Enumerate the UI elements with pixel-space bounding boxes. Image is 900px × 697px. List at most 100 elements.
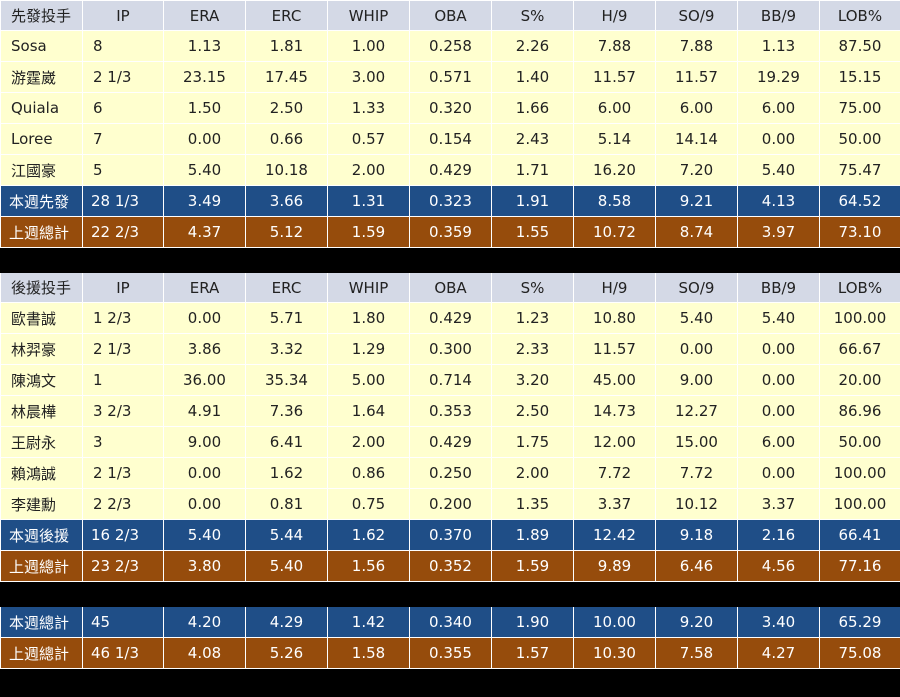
oba-cell: 0.429: [409, 302, 492, 334]
lob-pct-cell: 15.15: [819, 61, 900, 93]
ip-cell: 7: [82, 123, 164, 155]
whip-cell: 1.00: [327, 30, 410, 62]
relievers-last-week-row: 上週總計 23 2/3 3.80 5.40 1.56 0.352 1.59 9.89 6.46 4…: [0, 550, 900, 582]
reliever-row: 林羿豪 2 1/3 3.86 3.32 1.29 0.300 2.33 11.57 0.00 0.…: [0, 333, 900, 365]
erc-cell: 10.18: [245, 154, 328, 186]
s-pct-cell: 1.55: [491, 216, 574, 248]
starter-row: Loree 7 0.00 0.66 0.57 0.154 2.43 5.14 14.14 0.00…: [0, 123, 900, 155]
h9-cell: 6.00: [573, 92, 656, 124]
s-pct-cell: 2.43: [491, 123, 574, 155]
s-pct-cell: 1.66: [491, 92, 574, 124]
bb9-cell: 1.13: [737, 30, 820, 62]
s-pct-cell: 1.71: [491, 154, 574, 186]
bb9-cell: 0.00: [737, 457, 820, 489]
s-pct-cell: 1.75: [491, 426, 574, 458]
s-pct-cell: 1.90: [491, 606, 574, 638]
starters-last-week-row: 上週總計 22 2/3 4.37 5.12 1.59 0.359 1.55 10.72 8.74…: [0, 216, 900, 248]
era-cell: 0.00: [163, 457, 246, 489]
lob-pct-cell: 50.00: [819, 426, 900, 458]
column-header-bb9: BB/9: [737, 272, 820, 303]
totals-this-week-row: 本週總計 45 4.20 4.29 1.42 0.340 1.90 10.00 9.20 3.40…: [0, 606, 900, 638]
pitcher-name-cell: 上週總計: [0, 637, 83, 669]
era-cell: 4.08: [163, 637, 246, 669]
lob-pct-cell: 75.00: [819, 92, 900, 124]
h9-cell: 12.00: [573, 426, 656, 458]
lob-pct-cell: 77.16: [819, 550, 900, 582]
erc-cell: 1.81: [245, 30, 328, 62]
erc-cell: 5.12: [245, 216, 328, 248]
reliever-row: 林晨樺 3 2/3 4.91 7.36 1.64 0.353 2.50 14.73 12.27 0…: [0, 395, 900, 427]
ip-cell: 2 1/3: [82, 457, 164, 489]
h9-cell: 10.30: [573, 637, 656, 669]
pitcher-name-cell: 陳鴻文: [0, 364, 83, 396]
reliever-row: 陳鴻文 1 36.00 35.34 5.00 0.714 3.20 45.00 9.00 0.00…: [0, 364, 900, 396]
oba-cell: 0.154: [409, 123, 492, 155]
era-cell: 3.86: [163, 333, 246, 365]
s-pct-cell: 1.57: [491, 637, 574, 669]
erc-cell: 6.41: [245, 426, 328, 458]
era-cell: 36.00: [163, 364, 246, 396]
pitcher-name-cell: Sosa: [0, 30, 83, 62]
pitcher-name-cell: 賴鴻誠: [0, 457, 83, 489]
starter-row: 游霆崴 2 1/3 23.15 17.45 3.00 0.571 1.40 11.57 11.5…: [0, 61, 900, 93]
lob-pct-cell: 66.67: [819, 333, 900, 365]
whip-cell: 1.64: [327, 395, 410, 427]
era-cell: 0.00: [163, 488, 246, 520]
oba-cell: 0.359: [409, 216, 492, 248]
column-header-so9: SO/9: [655, 0, 738, 31]
so9-cell: 7.72: [655, 457, 738, 489]
s-pct-cell: 1.23: [491, 302, 574, 334]
ip-cell: 2 1/3: [82, 333, 164, 365]
h9-cell: 11.57: [573, 333, 656, 365]
bb9-cell: 0.00: [737, 395, 820, 427]
erc-cell: 1.62: [245, 457, 328, 489]
so9-cell: 12.27: [655, 395, 738, 427]
h9-cell: 9.89: [573, 550, 656, 582]
so9-cell: 8.74: [655, 216, 738, 248]
column-header-s-pct: S%: [491, 272, 574, 303]
oba-cell: 0.250: [409, 457, 492, 489]
bb9-cell: 3.97: [737, 216, 820, 248]
whip-cell: 0.75: [327, 488, 410, 520]
relievers-this-week-row: 本週後援 16 2/3 5.40 5.44 1.62 0.370 1.89 12.42 9.18…: [0, 519, 900, 551]
s-pct-cell: 2.00: [491, 457, 574, 489]
ip-cell: 22 2/3: [82, 216, 164, 248]
bb9-cell: 6.00: [737, 426, 820, 458]
ip-cell: 6: [82, 92, 164, 124]
bb9-cell: 4.56: [737, 550, 820, 582]
lob-pct-cell: 75.08: [819, 637, 900, 669]
whip-cell: 5.00: [327, 364, 410, 396]
ip-cell: 3: [82, 426, 164, 458]
pitcher-name-cell: 上週總計: [0, 216, 83, 248]
pitcher-name-cell: 王尉永: [0, 426, 83, 458]
pitcher-name-cell: 上週總計: [0, 550, 83, 582]
h9-cell: 10.00: [573, 606, 656, 638]
relievers-header-row: 後援投手 IP ERA ERC WHIP OBA S% H/9 SO/9 BB/9 LOB%: [0, 272, 900, 303]
era-cell: 4.20: [163, 606, 246, 638]
oba-cell: 0.429: [409, 426, 492, 458]
relievers-header-label: 後援投手: [0, 272, 83, 303]
erc-cell: 0.81: [245, 488, 328, 520]
erc-cell: 5.26: [245, 637, 328, 669]
whip-cell: 0.57: [327, 123, 410, 155]
so9-cell: 15.00: [655, 426, 738, 458]
erc-cell: 3.66: [245, 185, 328, 217]
starter-row: Sosa 8 1.13 1.81 1.00 0.258 2.26 7.88 7.88 1.13 87…: [0, 30, 900, 62]
starters-header-label: 先發投手: [0, 0, 83, 31]
lob-pct-cell: 65.29: [819, 606, 900, 638]
era-cell: 3.80: [163, 550, 246, 582]
era-cell: 1.50: [163, 92, 246, 124]
so9-cell: 9.18: [655, 519, 738, 551]
whip-cell: 1.33: [327, 92, 410, 124]
ip-cell: 3 2/3: [82, 395, 164, 427]
bb9-cell: 0.00: [737, 364, 820, 396]
oba-cell: 0.714: [409, 364, 492, 396]
lob-pct-cell: 66.41: [819, 519, 900, 551]
s-pct-cell: 1.35: [491, 488, 574, 520]
bb9-cell: 4.13: [737, 185, 820, 217]
whip-cell: 1.80: [327, 302, 410, 334]
s-pct-cell: 2.50: [491, 395, 574, 427]
era-cell: 4.37: [163, 216, 246, 248]
column-header-erc: ERC: [245, 272, 328, 303]
reliever-row: 李建勳 2 2/3 0.00 0.81 0.75 0.200 1.35 3.37 10.12 3.…: [0, 488, 900, 520]
